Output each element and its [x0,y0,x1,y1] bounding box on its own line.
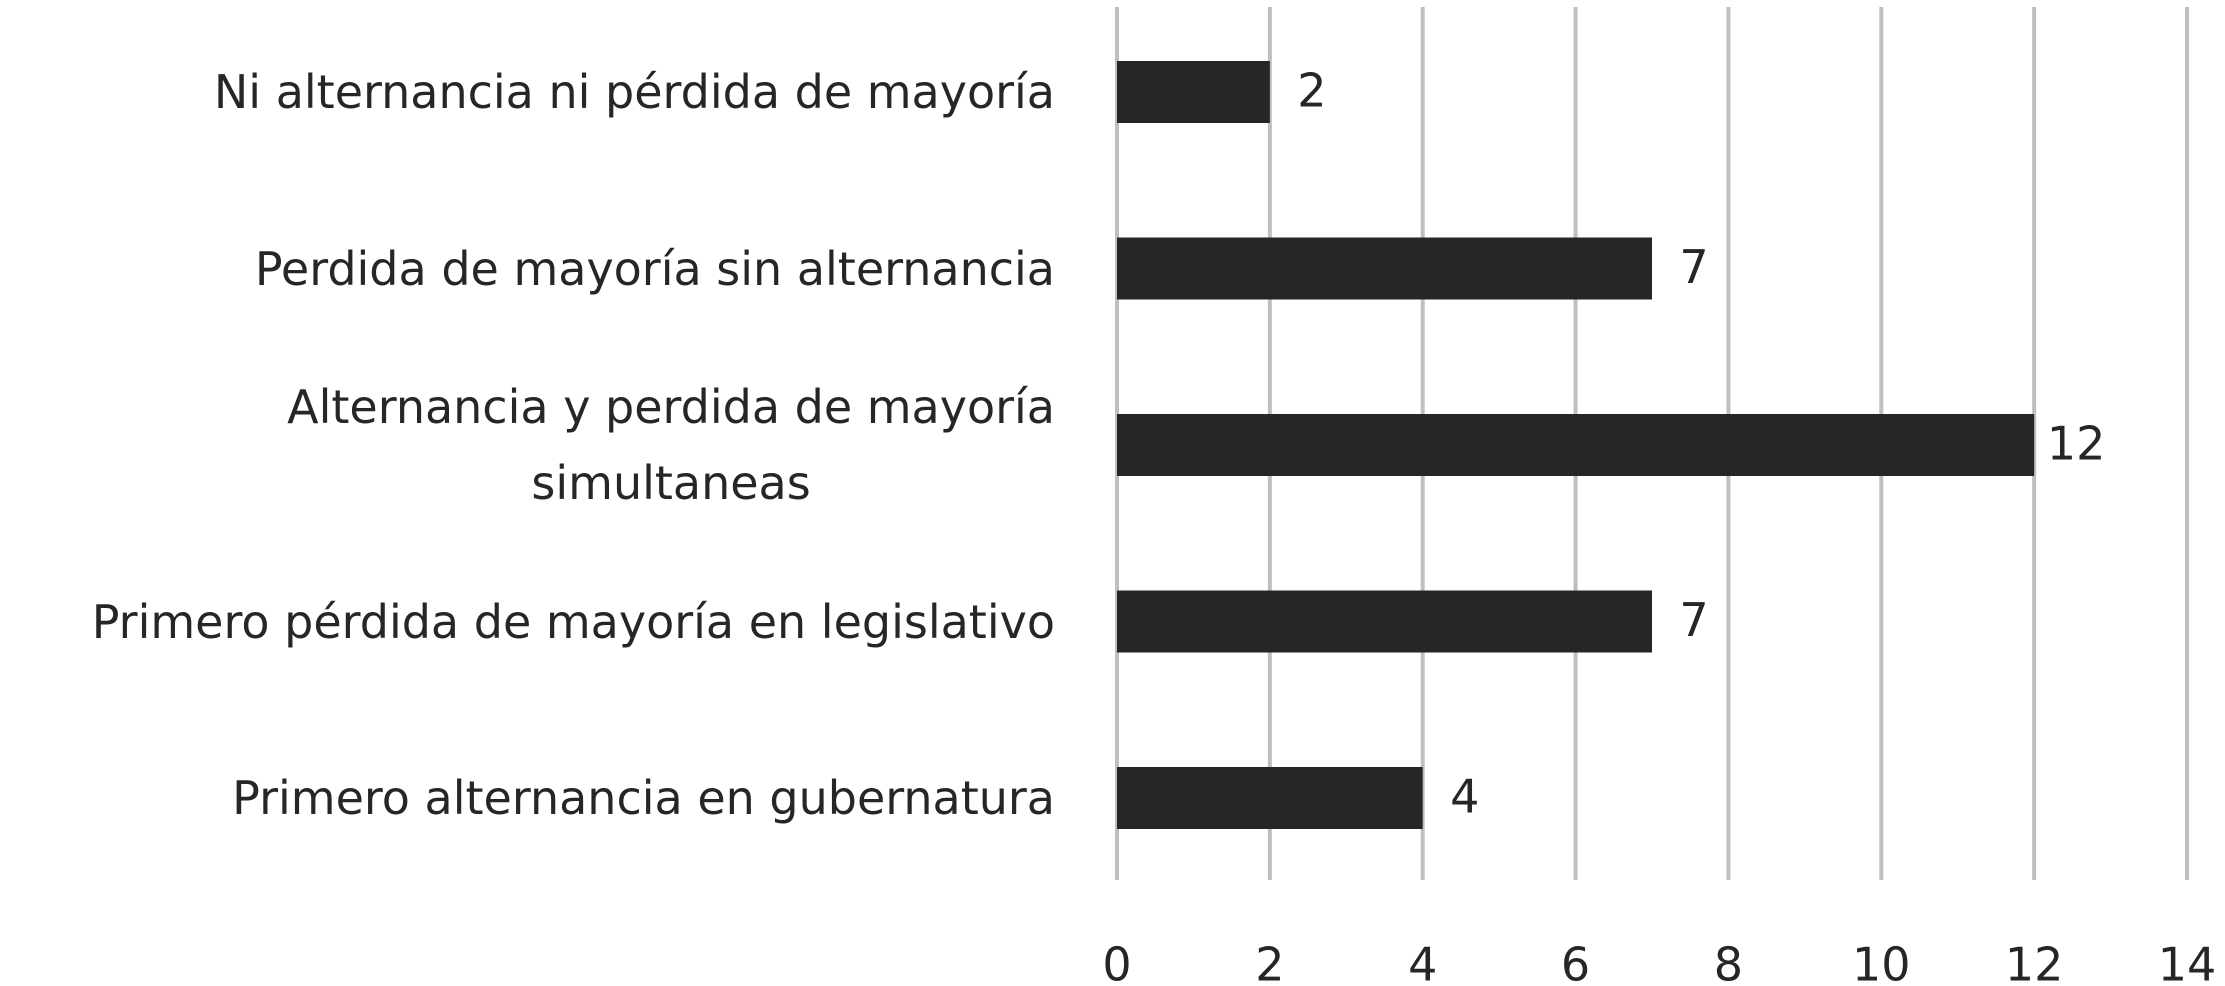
value-label: 7 [1679,593,1708,647]
bar [1117,767,1423,829]
value-label: 7 [1679,240,1708,294]
x-tick-label: 4 [1408,938,1437,986]
bar [1117,590,1652,653]
y-tick-label: Primero alternancia en gubernatura [232,771,1055,825]
y-tick-label: Primero pérdida de mayoría en legislativ… [91,594,1055,649]
value-label: 2 [1297,64,1326,118]
value-label: 4 [1450,770,1479,824]
x-tick-label: 6 [1561,938,1590,986]
bar [1117,237,1652,300]
x-tick-label: 8 [1714,938,1743,986]
y-tick-label: Perdida de mayoría sin alternancia [254,241,1055,296]
x-tick-label: 0 [1102,938,1131,986]
x-tick-label: 14 [2158,938,2217,986]
y-tick-label: Ni alternancia ni pérdida de mayoría [213,65,1055,119]
y-tick-label: Alternancia y perdida de mayoría simulta… [287,380,1055,510]
value-label: 12 [2047,417,2106,471]
x-tick-label: 10 [1852,938,1911,986]
x-tick-label: 12 [2005,938,2064,986]
x-tick-label: 2 [1255,938,1284,986]
bar [1117,61,1270,123]
bar [1117,414,2035,476]
